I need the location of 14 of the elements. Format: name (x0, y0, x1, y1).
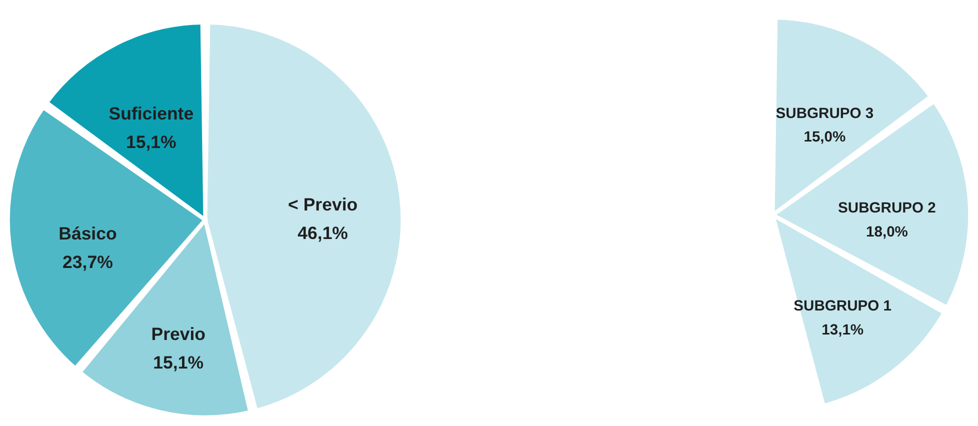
data-label: 15,1% (153, 352, 204, 373)
slice-label: < Previo (288, 194, 358, 214)
data-label: 15,0% (804, 130, 846, 146)
data-label: 13,1% (822, 322, 864, 338)
slice-label: Básico (58, 223, 117, 244)
data-label: 46,1% (298, 222, 348, 243)
slice-label: Suficiente (108, 104, 194, 124)
data-label: 15,1% (126, 132, 177, 152)
data-label: 23,7% (62, 252, 114, 272)
slice-label: SUBGRUPO 1 (794, 298, 892, 315)
slice-label: SUBGRUPO 2 (838, 200, 936, 217)
slice-label: SUBGRUPO 3 (776, 106, 874, 122)
slice-label: Previo (151, 324, 206, 344)
data-label: 18,0% (866, 224, 908, 240)
